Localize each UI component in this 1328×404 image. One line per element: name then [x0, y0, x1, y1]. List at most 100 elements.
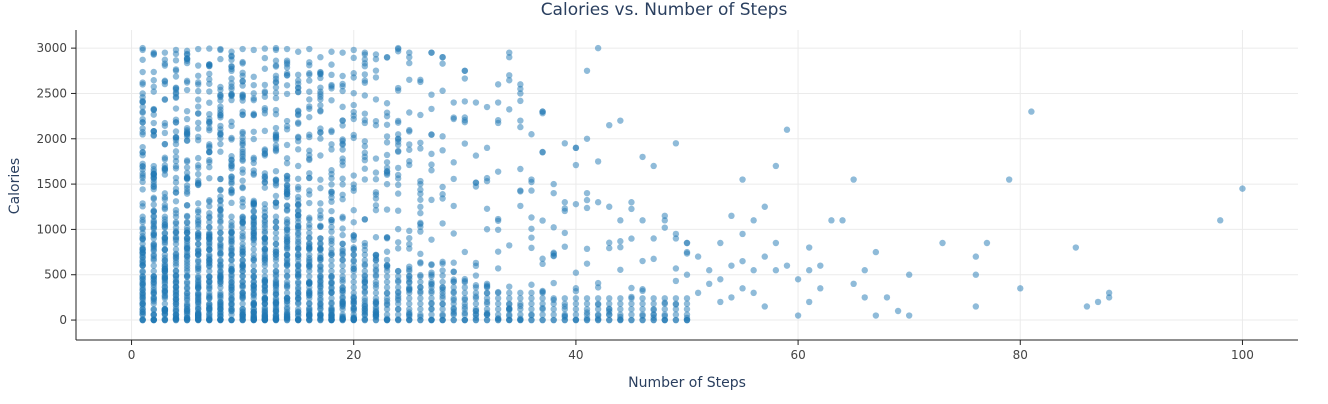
data-point: [450, 259, 457, 266]
data-point: [361, 77, 369, 84]
data-point: [617, 305, 624, 313]
data-point: [439, 267, 446, 274]
data-point: [1005, 176, 1013, 183]
data-point: [417, 316, 424, 324]
data-point: [239, 251, 246, 258]
data-point: [350, 89, 357, 97]
data-point: [195, 240, 202, 248]
data-point: [195, 273, 202, 280]
data-point: [572, 269, 580, 276]
data-point: [272, 278, 280, 286]
data-point: [283, 218, 291, 226]
data-point: [394, 289, 402, 297]
data-point: [350, 246, 357, 253]
data-point: [161, 316, 169, 324]
data-point: [283, 159, 291, 167]
data-point: [317, 93, 324, 100]
data-point: [506, 77, 513, 84]
data-point: [472, 262, 480, 270]
data-point: [283, 262, 291, 269]
data-point: [161, 201, 169, 209]
data-point: [294, 305, 302, 313]
data-point: [439, 316, 446, 324]
data-point: [394, 164, 402, 172]
data-point: [239, 289, 246, 297]
data-point: [339, 122, 346, 129]
data-point: [350, 219, 357, 226]
data-point: [195, 119, 202, 126]
data-point: [139, 224, 146, 231]
data-point: [272, 213, 280, 220]
data-point: [139, 284, 146, 291]
data-point: [339, 191, 346, 198]
data-point: [139, 262, 146, 269]
data-point: [272, 79, 280, 86]
data-point: [306, 96, 313, 103]
data-point: [183, 295, 191, 302]
data-point: [161, 156, 169, 163]
data-point: [561, 295, 568, 302]
data-point: [417, 111, 424, 119]
data-point: [172, 148, 180, 155]
data-point: [195, 305, 202, 313]
data-point: [494, 117, 502, 124]
data-point: [328, 295, 335, 302]
data-point: [417, 78, 424, 86]
data-point: [406, 76, 413, 83]
data-point: [294, 257, 302, 264]
data-point: [317, 240, 324, 248]
data-point: [583, 196, 591, 204]
data-point: [472, 300, 480, 307]
data-point: [206, 289, 213, 297]
data-point: [172, 300, 180, 307]
data-point: [228, 199, 235, 207]
data-point: [661, 217, 668, 224]
data-point: [639, 295, 646, 302]
data-point: [483, 103, 491, 111]
data-point: [628, 199, 635, 206]
data-point: [528, 131, 535, 138]
data-point: [528, 295, 535, 302]
data-point: [272, 147, 280, 155]
data-point: [539, 149, 546, 156]
data-point: [594, 44, 602, 52]
data-point: [217, 240, 224, 248]
data-point: [306, 240, 313, 248]
data-point: [294, 267, 302, 275]
data-point: [294, 251, 302, 258]
data-point: [372, 262, 380, 269]
data-point: [217, 289, 224, 297]
data-point: [650, 295, 657, 302]
data-point: [483, 295, 491, 302]
data-point: [561, 207, 568, 215]
data-point: [417, 284, 424, 291]
data-point: [739, 176, 746, 183]
data-point: [217, 246, 224, 253]
data-point: [250, 201, 257, 208]
data-point: [572, 300, 580, 307]
data-point: [572, 295, 580, 302]
data-point: [905, 271, 913, 278]
data-point: [339, 72, 346, 80]
data-point: [195, 213, 202, 220]
data-point: [239, 316, 246, 324]
data-point: [661, 295, 668, 302]
data-point: [183, 50, 191, 58]
data-point: [239, 169, 246, 176]
data-point: [239, 213, 246, 220]
data-point: [683, 239, 691, 247]
data-point: [317, 246, 324, 253]
data-point: [350, 172, 357, 179]
data-point: [394, 119, 402, 126]
data-point: [294, 193, 302, 201]
data-point: [250, 229, 257, 237]
data-point: [417, 145, 424, 152]
data-point: [206, 99, 213, 106]
data-point: [217, 278, 224, 286]
data-point: [172, 235, 180, 242]
x-tick-label: 0: [128, 348, 136, 362]
data-point: [450, 311, 457, 318]
data-point: [672, 235, 680, 242]
data-point: [550, 279, 557, 287]
data-point: [450, 284, 457, 291]
